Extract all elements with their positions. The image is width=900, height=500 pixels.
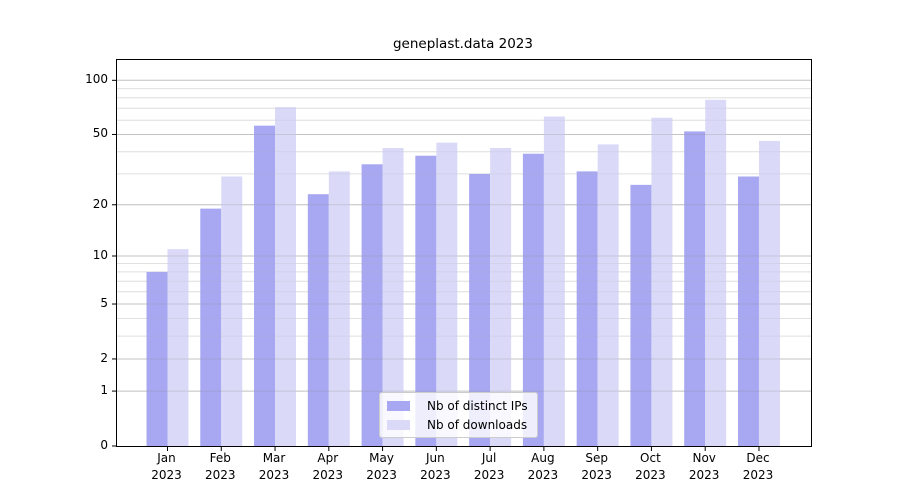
legend-item-distinct-ips: Nb of distinct IPs [387, 398, 528, 413]
y-tick-label: 0 [100, 438, 108, 452]
bar-downloads-sep [597, 144, 619, 446]
bar-downloads-jun [436, 142, 458, 447]
legend-label: Nb of distinct IPs [427, 398, 528, 413]
bar-ips-jul [469, 173, 491, 446]
bar-ips-mar [254, 125, 276, 447]
bar-downloads-nov [705, 99, 727, 446]
legend-swatch-ips [387, 400, 410, 411]
x-tick-label: Dec 2023 [742, 451, 774, 482]
bar-ips-nov [684, 131, 706, 446]
bar-ips-jan [146, 271, 168, 446]
bar-ips-may [361, 164, 383, 446]
chart-title: geneplast.data 2023 [392, 36, 533, 52]
bar-downloads-may [382, 147, 404, 446]
bar-downloads-mar [275, 107, 297, 446]
x-tick-label: Jun 2023 [420, 451, 451, 482]
bar-downloads-aug [543, 116, 565, 446]
y-tick-label: 50 [92, 126, 108, 141]
y-tick-label: 2 [100, 350, 108, 365]
y-tick-label: 5 [100, 296, 108, 311]
bar-ips-jun [415, 155, 437, 446]
bar-downloads-jul [490, 147, 512, 446]
legend-label: Nb of downloads [427, 417, 528, 432]
bar-downloads-feb [221, 176, 243, 446]
x-tick-label: Feb 2023 [204, 451, 236, 482]
bar-downloads-apr [328, 171, 350, 446]
legend-swatch-downloads [387, 419, 410, 430]
y-tick-label: 100 [85, 72, 108, 87]
plot-area [112, 59, 812, 451]
bar-downloads-oct [651, 117, 673, 446]
x-tick-label: Sep 2023 [581, 451, 612, 482]
x-tick-label: Jul 2023 [473, 451, 505, 482]
bar-ips-oct [630, 184, 652, 446]
bar-downloads-jan [167, 249, 189, 446]
y-tick-label: 20 [92, 196, 108, 211]
bar-downloads-dec [758, 140, 780, 446]
x-tick-label: Nov 2023 [688, 451, 720, 482]
bar-ips-sep [576, 171, 598, 446]
x-tick-label: Apr 2023 [312, 451, 344, 482]
x-tick-label: Aug 2023 [527, 451, 559, 482]
chart-svg [112, 79, 811, 451]
y-tick-label: 1 [100, 383, 108, 398]
bar-ips-dec [737, 176, 759, 446]
legend: Nb of distinct IPs Nb of downloads [379, 392, 538, 438]
x-tick-label: Oct 2023 [635, 451, 666, 482]
x-tick-label: Mar 2023 [258, 451, 290, 482]
x-tick-label: May 2023 [366, 451, 397, 482]
x-tick-label: Jan 2023 [151, 451, 182, 482]
legend-item-downloads: Nb of downloads [387, 417, 528, 432]
bar-ips-aug [522, 153, 544, 446]
bar-ips-apr [307, 194, 329, 446]
bar-ips-feb [200, 208, 222, 446]
y-tick-label: 10 [92, 247, 108, 262]
